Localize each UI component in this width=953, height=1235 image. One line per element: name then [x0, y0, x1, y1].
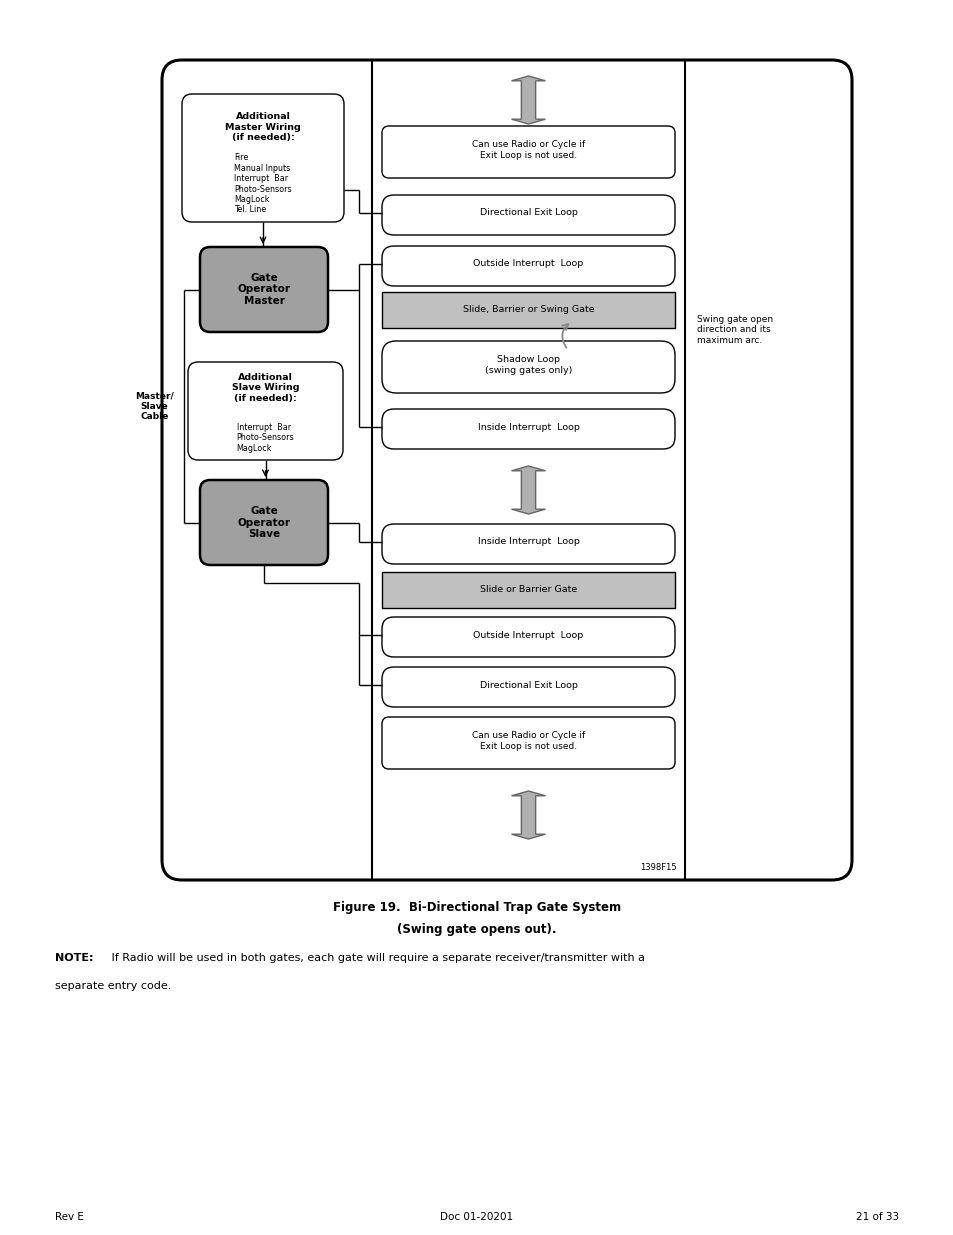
Text: Directional Exit Loop: Directional Exit Loop: [479, 680, 577, 689]
FancyBboxPatch shape: [162, 61, 851, 881]
FancyBboxPatch shape: [200, 247, 328, 332]
FancyBboxPatch shape: [182, 94, 344, 222]
Text: Additional
Master Wiring
(if needed):: Additional Master Wiring (if needed):: [225, 112, 300, 142]
FancyBboxPatch shape: [381, 195, 675, 235]
Text: (Swing gate opens out).: (Swing gate opens out).: [396, 924, 557, 936]
Text: separate entry code.: separate entry code.: [55, 981, 172, 990]
FancyBboxPatch shape: [381, 341, 675, 393]
Text: If Radio will be used in both gates, each gate will require a separate receiver/: If Radio will be used in both gates, eac…: [108, 953, 644, 963]
Bar: [381, 291, 675, 329]
FancyBboxPatch shape: [200, 480, 328, 564]
Text: Gate
Operator
Master: Gate Operator Master: [237, 273, 291, 306]
Text: Gate
Operator
Slave: Gate Operator Slave: [237, 506, 291, 540]
Text: Master/
Slave
Cable: Master/ Slave Cable: [135, 391, 173, 421]
Polygon shape: [511, 790, 545, 839]
FancyBboxPatch shape: [381, 126, 675, 178]
Text: Inside Interrupt  Loop: Inside Interrupt Loop: [477, 537, 578, 547]
Text: 21 of 33: 21 of 33: [855, 1212, 898, 1221]
Text: Rev E: Rev E: [55, 1212, 84, 1221]
Text: Swing gate open
direction and its
maximum arc.: Swing gate open direction and its maximu…: [697, 315, 772, 345]
Text: NOTE:: NOTE:: [55, 953, 93, 963]
Text: Figure 19.  Bi-Directional Trap Gate System: Figure 19. Bi-Directional Trap Gate Syst…: [333, 900, 620, 914]
Text: 1398F15: 1398F15: [639, 863, 677, 872]
Text: Can use Radio or Cycle if
Exit Loop is not used.: Can use Radio or Cycle if Exit Loop is n…: [472, 141, 584, 159]
Text: Additional
Slave Wiring
(if needed):: Additional Slave Wiring (if needed):: [232, 373, 299, 403]
Text: Outside Interrupt  Loop: Outside Interrupt Loop: [473, 631, 583, 640]
FancyBboxPatch shape: [381, 524, 675, 564]
Text: Can use Radio or Cycle if
Exit Loop is not used.: Can use Radio or Cycle if Exit Loop is n…: [472, 731, 584, 751]
Text: Slide or Barrier Gate: Slide or Barrier Gate: [479, 584, 577, 594]
FancyBboxPatch shape: [381, 409, 675, 450]
Text: Shadow Loop
(swing gates only): Shadow Loop (swing gates only): [484, 356, 572, 374]
FancyBboxPatch shape: [381, 718, 675, 769]
Text: Fire
Manual Inputs
Interrupt  Bar
Photo-Sensors
MagLock
Tel. Line: Fire Manual Inputs Interrupt Bar Photo-S…: [233, 153, 292, 215]
Text: Directional Exit Loop: Directional Exit Loop: [479, 209, 577, 217]
FancyBboxPatch shape: [381, 618, 675, 657]
FancyBboxPatch shape: [188, 362, 343, 459]
FancyBboxPatch shape: [381, 246, 675, 287]
Polygon shape: [511, 466, 545, 514]
Text: Outside Interrupt  Loop: Outside Interrupt Loop: [473, 259, 583, 268]
Bar: [381, 572, 675, 608]
Text: Interrupt  Bar
Photo-Sensors
MagLock: Interrupt Bar Photo-Sensors MagLock: [236, 424, 294, 453]
Polygon shape: [511, 77, 545, 124]
Text: Slide, Barrier or Swing Gate: Slide, Barrier or Swing Gate: [462, 305, 594, 314]
FancyBboxPatch shape: [381, 667, 675, 706]
Text: Inside Interrupt  Loop: Inside Interrupt Loop: [477, 422, 578, 431]
Text: Doc 01-20201: Doc 01-20201: [440, 1212, 513, 1221]
